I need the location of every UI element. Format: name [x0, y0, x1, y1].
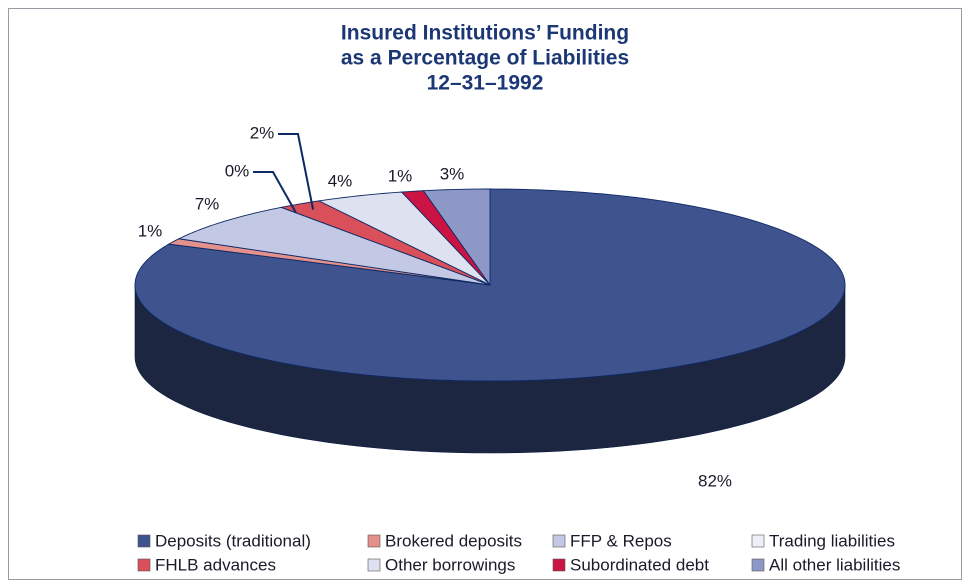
legend-swatch — [367, 558, 381, 572]
legend-swatch — [137, 534, 151, 548]
chart-title: as a Percentage of Liabilities — [341, 47, 629, 70]
legend-swatch — [552, 558, 566, 572]
chart-title: Insured Institutions’ Funding — [341, 22, 629, 45]
legend-label: FFP & Repos — [570, 531, 672, 550]
data-label: 1% — [388, 166, 413, 185]
legend-swatch — [751, 558, 765, 572]
data-label: 7% — [195, 194, 220, 213]
legend-label: Deposits (traditional) — [155, 531, 311, 550]
pie-slice — [317, 191, 491, 286]
data-label: 3% — [440, 164, 465, 183]
legend-swatch — [751, 534, 765, 548]
legend-label: Other borrowings — [385, 555, 515, 574]
legend-swatch — [552, 534, 566, 548]
legend-label: All other liabilities — [769, 555, 900, 574]
data-label: 1% — [138, 221, 163, 240]
data-label: 4% — [328, 171, 353, 190]
legend-label: Subordinated debt — [570, 555, 709, 574]
leader-line — [253, 171, 297, 214]
data-label: 2% — [250, 123, 275, 142]
legend-swatch — [137, 558, 151, 572]
pie-slice — [279, 200, 491, 286]
legend-label: FHLB advances — [155, 555, 276, 574]
leader-line — [278, 133, 315, 210]
data-label: 0% — [225, 161, 250, 180]
legend-label: Brokered deposits — [385, 531, 522, 550]
data-label: 82% — [698, 471, 732, 490]
pie-slice — [422, 188, 491, 287]
pie-slice — [177, 206, 491, 286]
legend-swatch — [367, 534, 381, 548]
legend-label: Trading liabilities — [769, 531, 895, 550]
chart-subtitle: 12–31–1992 — [427, 72, 544, 95]
